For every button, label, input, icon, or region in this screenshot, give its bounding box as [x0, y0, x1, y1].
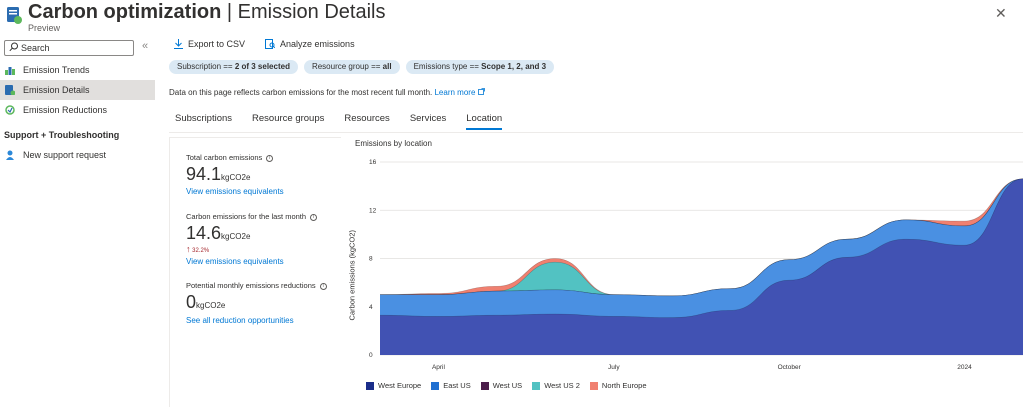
- filter-pills: Subscription == 2 of 3 selected Resource…: [169, 60, 555, 74]
- info-icon[interactable]: i: [319, 282, 327, 290]
- external-link-icon: [477, 88, 485, 95]
- x-tick-label: October: [778, 364, 802, 371]
- last-month-value: 14.6kgCO2e: [186, 223, 251, 243]
- learn-more-link[interactable]: Learn more: [434, 88, 485, 97]
- view-equivalents-link[interactable]: View emissions equivalents: [186, 187, 284, 196]
- sidebar-item-emission-trends[interactable]: Emission Trends: [0, 60, 155, 80]
- legend-label: North Europe: [601, 381, 647, 390]
- export-csv-button[interactable]: Export to CSV: [174, 37, 245, 51]
- download-icon: [174, 39, 183, 49]
- legend-swatch: [532, 381, 541, 390]
- sidebar-item-label: New support request: [23, 150, 107, 160]
- filter-pill-emissions-type[interactable]: Emissions type == Scope 1, 2, and 3: [405, 60, 555, 74]
- page-header: Carbon optimization | Emission Details P…: [0, 0, 1023, 36]
- tab-location[interactable]: Location: [466, 113, 503, 130]
- sidebar-item-emission-reductions[interactable]: Emission Reductions: [0, 100, 155, 120]
- filter-pill-resource-group[interactable]: Resource group == all: [303, 60, 400, 74]
- potential-reductions-value: 0kgCO2e: [186, 292, 226, 312]
- info-message: Data on this page reflects carbon emissi…: [169, 88, 485, 97]
- view-equivalents-link-2[interactable]: View emissions equivalents: [186, 257, 284, 266]
- tab-resource-groups[interactable]: Resource groups: [252, 113, 325, 124]
- potential-reductions-label: Potential monthly emissions reductions i: [186, 281, 327, 290]
- info-text: Data on this page reflects carbon emissi…: [169, 88, 433, 97]
- legend-swatch: [480, 381, 489, 390]
- y-tick-label: 16: [369, 159, 377, 166]
- emissions-by-location-chart[interactable]: 0 4 8 12 16 April July October 2024: [355, 150, 1023, 375]
- details-icon: [5, 85, 15, 95]
- legend-item[interactable]: West Europe: [366, 381, 421, 390]
- legend-item[interactable]: West US: [480, 381, 523, 390]
- last-month-label: Carbon emissions for the last month i: [186, 212, 318, 221]
- arrow-up-icon: ↑: [186, 244, 191, 254]
- y-tick-label: 4: [369, 304, 373, 311]
- filter-pill-subscription[interactable]: Subscription == 2 of 3 selected: [169, 60, 298, 74]
- y-tick-label: 0: [369, 352, 373, 359]
- month-change: ↑ 32.2%: [186, 244, 210, 254]
- chart-title: Emissions by location: [355, 139, 432, 148]
- sidebar-item-label: Emission Reductions: [23, 105, 108, 115]
- sidebar-item-new-support-request[interactable]: New support request: [0, 145, 155, 165]
- export-csv-label: Export to CSV: [188, 39, 246, 49]
- legend-item[interactable]: North Europe: [589, 381, 647, 390]
- carbon-optimization-icon: [7, 7, 22, 24]
- chart-legend: West Europe East US West US West US 2 North …: [366, 381, 647, 390]
- analyze-emissions-button[interactable]: Analyze emissions: [265, 37, 355, 51]
- more-options-icon[interactable]: ···: [298, 4, 312, 16]
- total-emissions-label: Total carbon emissions i: [186, 153, 274, 162]
- y-tick-label: 8: [369, 256, 373, 263]
- analyze-emissions-label: Analyze emissions: [280, 39, 355, 49]
- info-icon[interactable]: i: [266, 154, 274, 162]
- x-tick-label: April: [432, 364, 446, 371]
- legend-label: West US: [492, 381, 523, 390]
- info-icon[interactable]: i: [310, 213, 318, 221]
- area-west-europe[interactable]: [380, 178, 1023, 355]
- legend-swatch: [366, 381, 374, 390]
- legend-swatch: [589, 381, 598, 390]
- series-line: [379, 178, 1023, 318]
- trends-icon: [5, 67, 15, 75]
- total-emissions-value: 94.1kgCO2e: [186, 164, 251, 184]
- legend-label: West US 2: [544, 381, 580, 390]
- reduction-opportunities-link[interactable]: See all reduction opportunities: [186, 316, 294, 325]
- legend-item[interactable]: East US: [431, 381, 471, 390]
- analyze-icon: [265, 39, 276, 49]
- search-input[interactable]: [21, 41, 131, 55]
- page-title: Carbon optimization | Emission Details: [28, 1, 386, 23]
- search-icon: [9, 42, 18, 52]
- x-tick-label: 2024: [957, 364, 972, 371]
- sidebar-item-emission-details[interactable]: Emission Details: [0, 80, 155, 100]
- tab-subscriptions[interactable]: Subscriptions: [175, 113, 233, 124]
- summary-card: Total carbon emissions i 94.1kgCO2e View …: [169, 137, 341, 407]
- close-icon[interactable]: ✕: [995, 5, 1007, 21]
- legend-item[interactable]: West US 2: [532, 381, 580, 390]
- tab-resources[interactable]: Resources: [344, 113, 390, 124]
- tab-divider: [169, 132, 1023, 133]
- sidebar-item-label: Emission Trends: [23, 65, 90, 75]
- tab-bar: Subscriptions Resource groups Resources …: [175, 113, 503, 130]
- tab-services[interactable]: Services: [409, 113, 447, 124]
- legend-label: West Europe: [378, 381, 422, 390]
- page-subtitle: Preview: [28, 23, 61, 33]
- series-line: [379, 178, 1023, 297]
- person-icon: [6, 150, 14, 160]
- legend-label: East US: [443, 381, 471, 390]
- command-bar: Export to CSV Analyze emissions: [174, 37, 355, 51]
- collapse-sidebar-icon[interactable]: «: [142, 40, 149, 52]
- reductions-icon: [5, 105, 15, 115]
- y-tick-label: 12: [369, 207, 377, 214]
- x-tick-label: July: [608, 364, 620, 371]
- legend-swatch: [431, 381, 440, 390]
- sidebar-section-support: Support + Troubleshooting: [4, 130, 120, 140]
- search-box[interactable]: [4, 40, 134, 56]
- sidebar-item-label: Emission Details: [23, 85, 90, 95]
